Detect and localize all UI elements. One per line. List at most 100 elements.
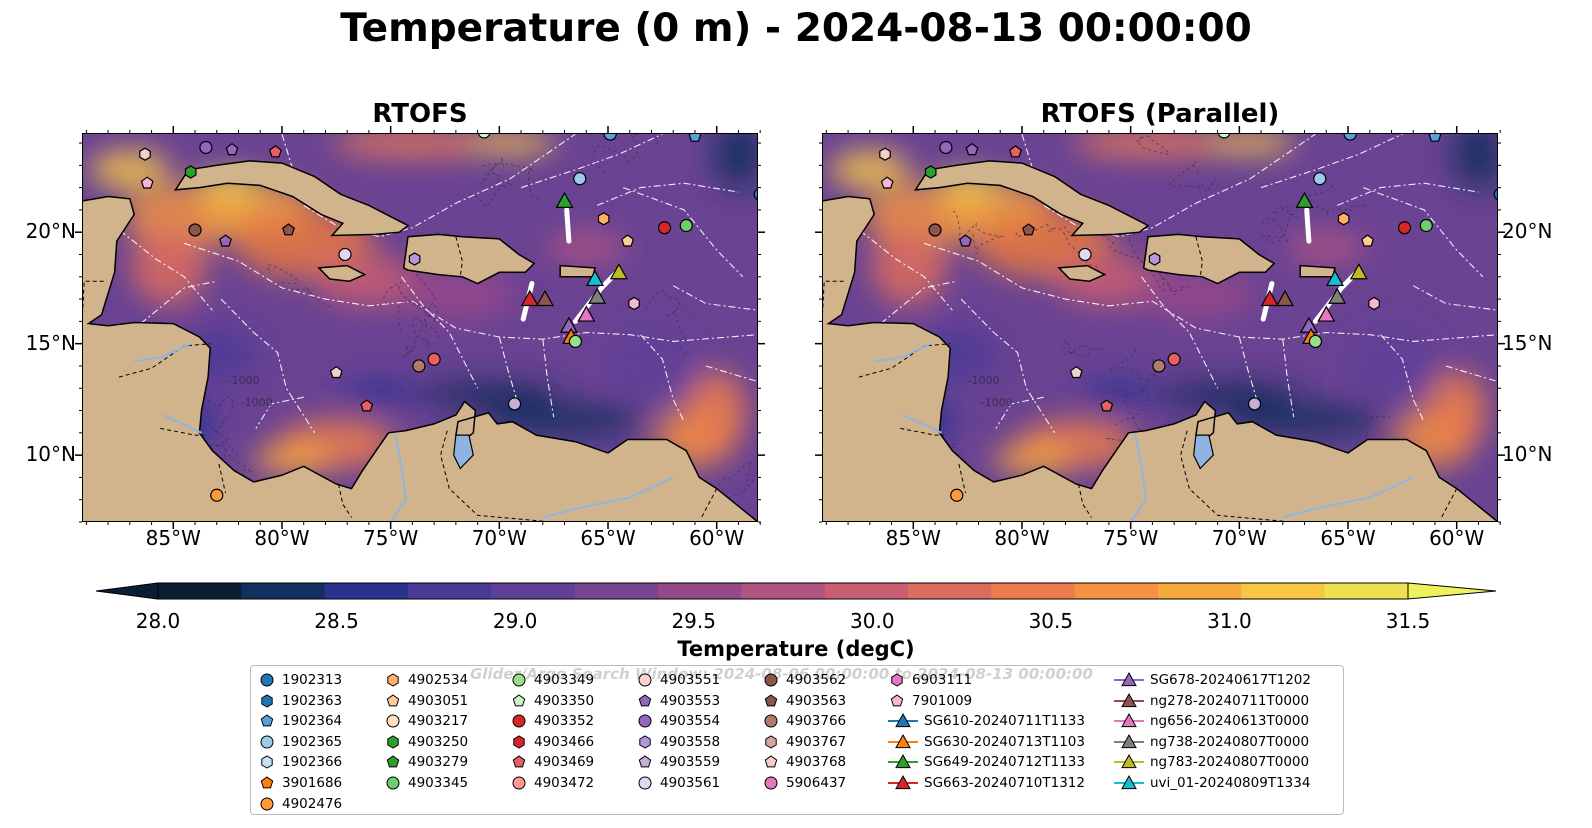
legend-marker-icon (512, 693, 526, 706)
legend-marker-icon (260, 714, 274, 727)
legend-marker (512, 755, 526, 768)
land-puertorico (1299, 264, 1336, 278)
legend-item: 4903250 (384, 732, 468, 752)
legend-marker (1121, 754, 1137, 769)
legend-marker (638, 776, 652, 790)
argo-float-marker (268, 145, 282, 158)
legend-label: 4903563 (786, 692, 847, 709)
argo-float-marker (427, 352, 441, 366)
lon-tick-label: 75°W (363, 526, 419, 550)
legend-label: SG678-20240617T1202 (1150, 672, 1311, 688)
legend-label: 4903767 (786, 733, 847, 750)
lon-tick-label: 70°W (1211, 526, 1267, 550)
legend-item: SG649-20240712T1133 (888, 752, 1085, 772)
legend-marker (261, 755, 273, 769)
legend-marker (638, 755, 652, 768)
legend-marker (261, 694, 273, 708)
legend-marker-icon (638, 673, 652, 687)
colorbar-segment (324, 583, 409, 599)
contour-label: -1000 (228, 374, 260, 387)
legend-marker-icon (764, 673, 778, 687)
legend-item: 1902313 (258, 670, 342, 690)
legend-marker (638, 673, 652, 687)
colorbar-segment (241, 583, 326, 599)
legend-item: 3901686 (258, 773, 342, 793)
argo-float-marker (219, 234, 232, 247)
legend-label: 4903250 (408, 733, 469, 750)
legend-item: 4903469 (510, 752, 594, 772)
legend-label: 4903349 (534, 672, 595, 688)
argo-float-marker (621, 234, 635, 247)
legend-marker (895, 733, 911, 748)
argo-float-marker (1217, 133, 1231, 139)
legend-marker (1121, 671, 1137, 687)
country-borders (822, 236, 1458, 522)
glider-marker (588, 287, 607, 304)
legend-item: 4903466 (510, 732, 594, 752)
legend-label: 4903554 (660, 713, 721, 730)
colorbar-segment (491, 583, 576, 599)
lon-tick-label: 75°W (1103, 526, 1159, 550)
land-hispaniola (402, 233, 536, 285)
eez-boundaries (107, 133, 758, 434)
legend-marker-icon (1114, 754, 1144, 769)
argo-float-marker (1008, 145, 1022, 158)
colorbar-segment (1074, 583, 1159, 599)
argo-float-marker (628, 296, 640, 311)
legend-label: ng278-20240711T0000 (1150, 692, 1310, 709)
legend-marker-icon (261, 755, 273, 769)
lat-tick-label: 20°N (1502, 219, 1553, 244)
legend-marker-icon (638, 714, 652, 728)
map-panel-rtofs[interactable]: -1000 -1000 (82, 133, 758, 522)
land-puertorico (559, 264, 596, 278)
legend-label: uvi_01-20240809T1334 (1150, 775, 1311, 791)
legend-item: 4903559 (636, 752, 720, 772)
legend-item: 1902363 (258, 691, 342, 711)
colorbar-segment (158, 583, 242, 599)
legend-label: 4903217 (408, 713, 469, 730)
glider-marker (535, 289, 555, 307)
legend-label: 4903051 (408, 692, 469, 709)
legend-item: 5906437 (762, 773, 846, 793)
argo-float-marker (210, 488, 224, 502)
legend-label: 3901686 (282, 775, 343, 791)
glider-marker (520, 289, 539, 307)
lat-tick-label: 20°N (25, 219, 76, 244)
legend-marker (639, 735, 651, 749)
colorbar-under-arrow (96, 582, 159, 600)
argo-float-marker (924, 165, 937, 179)
argo-float-marker (338, 247, 352, 262)
legend-marker (891, 673, 903, 687)
legend-item: 4902476 (258, 794, 342, 814)
legend-marker-icon (512, 755, 526, 768)
legend-marker (260, 776, 274, 789)
argo-float-marker (1397, 221, 1412, 235)
argo-float-marker (880, 176, 894, 189)
legend-label: SG610-20240711T1133 (924, 713, 1085, 730)
land-cuba (914, 160, 1150, 237)
legend-marker (1121, 692, 1137, 707)
glider-marker (1349, 263, 1368, 280)
colorbar-segment (1324, 583, 1409, 599)
legend-item: 6903111 (888, 670, 972, 690)
map-panel-rtofs-parallel[interactable]: -1000 -1000 (822, 133, 1498, 522)
glider-marker (1275, 289, 1295, 307)
legend-marker (512, 714, 526, 728)
legend-marker (764, 673, 778, 687)
argo-float-marker (1069, 365, 1083, 379)
legend-item: 4903558 (636, 732, 720, 752)
legend-item: ng783-20240807T0000 (1114, 752, 1309, 772)
legend-marker-icon (1114, 692, 1144, 707)
argo-float-marker (1419, 218, 1433, 233)
legend-marker (260, 797, 274, 811)
legend-item: SG610-20240711T1133 (888, 711, 1085, 731)
lat-tick-label: 15°N (25, 330, 76, 355)
legend-marker-icon (1114, 713, 1144, 728)
legend-item: 4903768 (762, 752, 846, 772)
argo-float-marker (1368, 296, 1380, 311)
legend-label: 6903111 (912, 672, 973, 688)
argo-float-marker (225, 142, 239, 156)
legend-marker (512, 776, 526, 790)
glider-marker (1325, 269, 1344, 287)
legend-label: ng738-20240807T0000 (1150, 733, 1310, 750)
